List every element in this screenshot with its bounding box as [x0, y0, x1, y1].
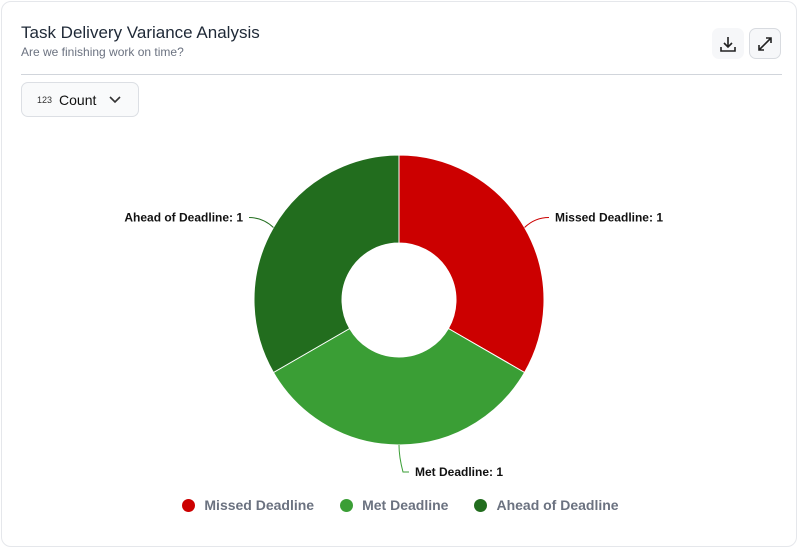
leader-line — [249, 217, 274, 228]
legend-marker — [474, 498, 488, 512]
data-label: Missed Deadline: 1 — [555, 211, 663, 225]
legend-label: Missed Deadline — [204, 497, 315, 513]
measure-select[interactable]: 123 Count — [21, 82, 139, 117]
legend-label: Met Deadline — [362, 497, 449, 513]
expand-button[interactable] — [749, 28, 781, 59]
legend-item[interactable]: Met Deadline — [340, 497, 448, 513]
legend-marker — [340, 498, 354, 512]
legend-marker — [182, 498, 196, 512]
chart-subtitle: Are we finishing work on time? — [21, 45, 184, 59]
leader-line — [524, 217, 549, 228]
slice-met-deadline[interactable] — [272, 327, 526, 446]
divider — [21, 74, 782, 75]
slice-missed-deadline[interactable] — [398, 154, 545, 374]
chart-title: Task Delivery Variance Analysis — [21, 23, 260, 42]
legend-item[interactable]: Ahead of Deadline — [474, 497, 619, 513]
legend: Missed Deadline Met Deadline Ahead of Dead… — [0, 497, 801, 513]
measure-select-value: Count — [59, 91, 97, 108]
slice-ahead-of-deadline[interactable] — [253, 154, 400, 374]
leader-line — [398, 444, 409, 473]
numeric-icon: 123 — [37, 94, 53, 105]
legend-item[interactable]: Missed Deadline — [182, 497, 314, 513]
data-label: Met Deadline: 1 — [415, 465, 503, 479]
expand-icon — [758, 36, 772, 51]
download-button[interactable] — [712, 28, 744, 59]
legend-label: Ahead of Deadline — [496, 497, 619, 513]
download-icon — [720, 36, 736, 52]
chevron-down-icon — [109, 95, 121, 103]
data-label: Ahead of Deadline: 1 — [124, 211, 243, 225]
